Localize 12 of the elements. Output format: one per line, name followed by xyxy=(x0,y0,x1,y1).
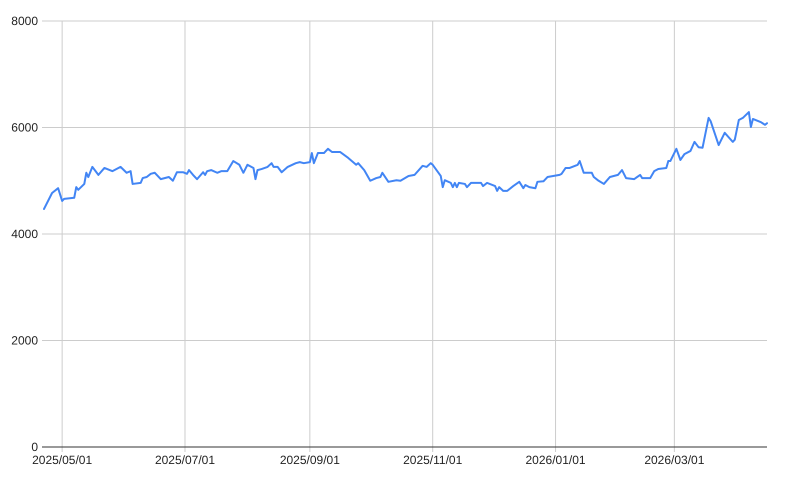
x-tick-label: 2025/11/01 xyxy=(403,453,463,467)
y-tick-label: 2000 xyxy=(11,334,38,348)
x-tick-label: 2026/01/01 xyxy=(526,453,586,467)
x-tick-label: 2025/05/01 xyxy=(32,453,92,467)
x-tick-label: 2025/09/01 xyxy=(280,453,340,467)
y-tick-label: 6000 xyxy=(11,120,38,135)
x-tick-label: 2026/03/01 xyxy=(644,453,705,467)
line-series xyxy=(43,111,768,210)
y-tick-label: 8000 xyxy=(11,14,38,28)
x-tick-label: 2025/07/01 xyxy=(154,453,216,467)
y-tick-label: 4000 xyxy=(11,227,38,242)
y-tick-label: 0 xyxy=(31,440,38,454)
